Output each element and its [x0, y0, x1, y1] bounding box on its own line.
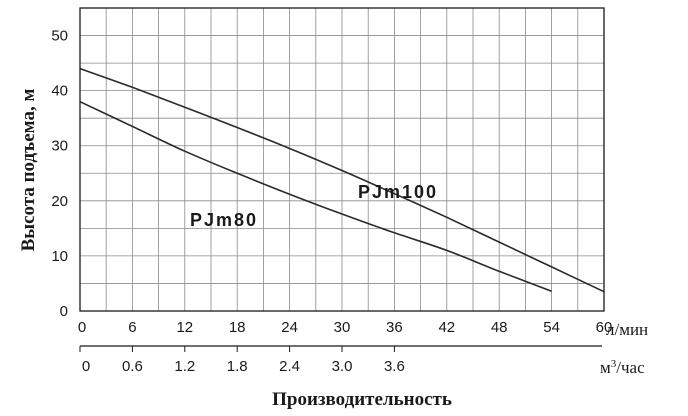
- x-axis-title: Производительность: [272, 389, 452, 410]
- y-tick-label: 20: [51, 193, 68, 210]
- y-tick-label: 30: [51, 138, 68, 155]
- y-tick-label: 50: [51, 28, 68, 45]
- series-label-pjm80: PJm80: [190, 210, 258, 230]
- unit-superscript: 3: [611, 358, 617, 370]
- x-tick-label: 36: [386, 319, 403, 336]
- curve-pjm80: [79, 100, 552, 292]
- axes: [79, 7, 605, 352]
- unit-per-hour: /час: [616, 358, 645, 377]
- secondary-x-tick-label: 2.4: [279, 358, 300, 375]
- x-tick-label: 0: [78, 319, 86, 336]
- secondary-x-tick-label: 0: [82, 358, 90, 375]
- x-tick-label: 42: [438, 319, 455, 336]
- x-tick-label: 6: [128, 319, 136, 336]
- x-tick-label: 48: [491, 319, 508, 336]
- x-axis-unit-primary: л/мин: [606, 320, 648, 339]
- grid: [80, 8, 604, 311]
- x-axis-unit-secondary: м3/час: [600, 358, 645, 377]
- x-tick-label: 30: [334, 319, 351, 336]
- secondary-x-tick-label: 3.6: [384, 358, 405, 375]
- curves: [79, 67, 605, 293]
- x-tick-label: 60: [596, 319, 613, 336]
- tick-labels: 0 10 20 30 40 50 0 6 12 18 24 30 36 42 48 54 60 0 0.6 1.2 1.…: [51, 28, 612, 375]
- x-tick-label: 24: [281, 319, 298, 336]
- x-tick-label: 54: [543, 319, 560, 336]
- secondary-x-tick-label: 1.2: [174, 358, 195, 375]
- secondary-x-tick-label: 3.0: [332, 358, 353, 375]
- y-tick-label: 0: [60, 303, 68, 320]
- y-tick-label: 10: [51, 248, 68, 265]
- y-tick-label: 40: [51, 83, 68, 100]
- series-label-pjm100: PJm100: [358, 182, 438, 202]
- plot-frame: [79, 7, 605, 312]
- x-tick-label: 12: [176, 319, 193, 336]
- y-axis-label: Высота подъема, м: [18, 89, 39, 252]
- x-tick-label: 18: [229, 319, 246, 336]
- curve-pjm100: [79, 67, 605, 293]
- unit-m: м: [600, 358, 611, 377]
- secondary-x-tick-label: 0.6: [122, 358, 143, 375]
- secondary-x-tick-label: 1.8: [227, 358, 248, 375]
